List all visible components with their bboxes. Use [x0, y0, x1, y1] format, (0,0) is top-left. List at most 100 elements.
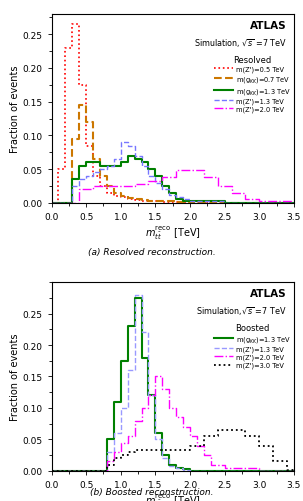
m(Z')=1.3 TeV [57, 200, 60, 206]
m(g$_{KK}$)=0.7 TeV [84, 120, 88, 126]
m(Z')=2.0 TeV [244, 197, 247, 203]
m(g$_{KK}$)=1.3 TeV [174, 465, 178, 471]
m(Z')=2.0 TeV [230, 190, 233, 196]
m(Z')=0.5 TeV [126, 195, 129, 201]
m(g$_{KK}$)=0.7 TeV [71, 200, 74, 206]
m(g$_{KK}$)=0.7 TeV [84, 103, 88, 109]
m(g$_{KK}$)=1.3 TeV [181, 466, 185, 472]
m(Z')=3.0 TeV [188, 447, 192, 453]
m(g$_{KK}$)=0.7 TeV [71, 136, 74, 142]
m(g$_{KK}$)=0.7 TeV [112, 190, 116, 196]
m(g$_{KK}$)=1.3 TeV [119, 160, 123, 166]
m(g$_{KK}$)=1.3 TeV [119, 358, 123, 364]
m(g$_{KK}$)=1.3 TeV [71, 177, 74, 183]
m(Z')=2.0 TeV [154, 393, 157, 399]
m(Z')=1.3 TeV [105, 167, 109, 173]
m(Z')=1.3 TeV [133, 153, 136, 159]
m(g$_{KK}$)=1.3 TeV [50, 468, 53, 474]
m(Z')=3.0 TeV [230, 427, 233, 433]
m(Z')=3.0 TeV [271, 443, 275, 449]
m(g$_{KK}$)=0.7 TeV [98, 157, 102, 163]
m(g$_{KK}$)=0.7 TeV [126, 194, 129, 200]
m(Z')=2.0 TeV [105, 183, 109, 189]
m(Z')=2.0 TeV [202, 175, 206, 181]
m(Z')=2.0 TeV [216, 175, 220, 181]
m(Z')=0.5 TeV [168, 200, 171, 206]
m(g$_{KK}$)=0.7 TeV [140, 198, 143, 204]
m(Z')=1.3 TeV [140, 292, 143, 298]
m(Z')=0.5 TeV [174, 200, 178, 206]
m(g$_{KK}$)=0.7 TeV [154, 198, 157, 204]
m(g$_{KK}$)=1.3 TeV [161, 183, 164, 189]
m(Z')=1.3 TeV [258, 468, 261, 474]
m(Z')=2.0 TeV [174, 414, 178, 420]
m(Z')=1.3 TeV [71, 200, 74, 206]
m(Z')=2.0 TeV [133, 183, 136, 189]
m(g$_{KK}$)=1.3 TeV [168, 452, 171, 458]
m(Z')=2.0 TeV [188, 168, 192, 174]
m(Z')=2.0 TeV [202, 443, 206, 449]
m(Z')=3.0 TeV [112, 455, 116, 461]
m(Z')=2.0 TeV [258, 199, 261, 205]
m(Z')=2.0 TeV [105, 183, 109, 189]
m(Z')=1.3 TeV [258, 200, 261, 206]
m(g$_{KK}$)=1.3 TeV [64, 200, 67, 206]
m(Z')=0.5 TeV [57, 200, 60, 206]
m(Z')=2.0 TeV [209, 461, 213, 467]
m(Z')=1.3 TeV [292, 468, 296, 474]
Line: m(g$_{KK}$)=1.3 TeV: m(g$_{KK}$)=1.3 TeV [52, 298, 294, 471]
m(Z')=3.0 TeV [133, 449, 136, 455]
m(Z')=2.0 TeV [126, 433, 129, 439]
m(g$_{KK}$)=1.3 TeV [168, 461, 171, 467]
m(Z')=1.3 TeV [161, 436, 164, 442]
m(g$_{KK}$)=1.3 TeV [133, 295, 136, 301]
m(Z')=2.0 TeV [174, 405, 178, 411]
m(Z')=1.3 TeV [112, 430, 116, 436]
m(g$_{KK}$)=1.3 TeV [140, 160, 143, 166]
m(Z')=2.0 TeV [50, 200, 53, 206]
m(Z')=2.0 TeV [91, 183, 95, 189]
Line: m(Z')=2.0 TeV: m(Z')=2.0 TeV [52, 171, 294, 203]
Line: m(Z')=2.0 TeV: m(Z')=2.0 TeV [52, 377, 294, 471]
m(g$_{KK}$)=1.3 TeV [181, 465, 185, 471]
m(Z')=3.0 TeV [258, 433, 261, 439]
m(Z')=1.3 TeV [174, 463, 178, 469]
m(g$_{KK}$)=1.3 TeV [126, 160, 129, 166]
m(Z')=1.3 TeV [140, 330, 143, 336]
m(Z')=0.5 TeV [57, 167, 60, 173]
Line: m(g$_{KK}$)=1.3 TeV: m(g$_{KK}$)=1.3 TeV [52, 156, 294, 203]
m(Z')=1.3 TeV [119, 157, 123, 163]
m(g$_{KK}$)=0.7 TeV [147, 198, 150, 204]
m(Z')=2.0 TeV [258, 468, 261, 474]
m(Z')=1.3 TeV [161, 180, 164, 186]
m(g$_{KK}$)=1.3 TeV [77, 163, 81, 169]
m(Z')=2.0 TeV [119, 183, 123, 189]
m(Z')=1.3 TeV [174, 465, 178, 471]
m(Z')=3.0 TeV [202, 443, 206, 449]
m(Z')=2.0 TeV [244, 190, 247, 196]
m(Z')=0.5 TeV [223, 200, 226, 206]
m(Z')=2.0 TeV [202, 168, 206, 174]
m(Z')=2.0 TeV [112, 449, 116, 455]
m(Z')=2.0 TeV [258, 197, 261, 203]
m(g$_{KK}$)=0.7 TeV [181, 200, 185, 206]
m(Z')=3.0 TeV [181, 447, 185, 453]
m(Z')=3.0 TeV [161, 447, 164, 453]
m(Z')=1.3 TeV [181, 195, 185, 201]
m(Z')=1.3 TeV [133, 292, 136, 298]
m(Z')=1.3 TeV [91, 170, 95, 176]
m(g$_{KK}$)=0.7 TeV [64, 200, 67, 206]
m(Z')=1.3 TeV [119, 430, 123, 436]
m(g$_{KK}$)=1.3 TeV [174, 197, 178, 203]
m(g$_{KK}$)=0.7 TeV [223, 200, 226, 206]
m(Z')=2.0 TeV [188, 433, 192, 439]
m(Z')=3.0 TeV [105, 468, 109, 474]
m(Z')=0.5 TeV [147, 199, 150, 205]
m(Z')=2.0 TeV [223, 461, 226, 467]
m(Z')=0.5 TeV [105, 190, 109, 196]
m(Z')=0.5 TeV [77, 22, 81, 28]
m(Z')=1.3 TeV [112, 449, 116, 455]
m(g$_{KK}$)=0.7 TeV [119, 194, 123, 200]
m(g$_{KK}$)=1.3 TeV [91, 160, 95, 166]
m(Z')=1.3 TeV [223, 198, 226, 204]
